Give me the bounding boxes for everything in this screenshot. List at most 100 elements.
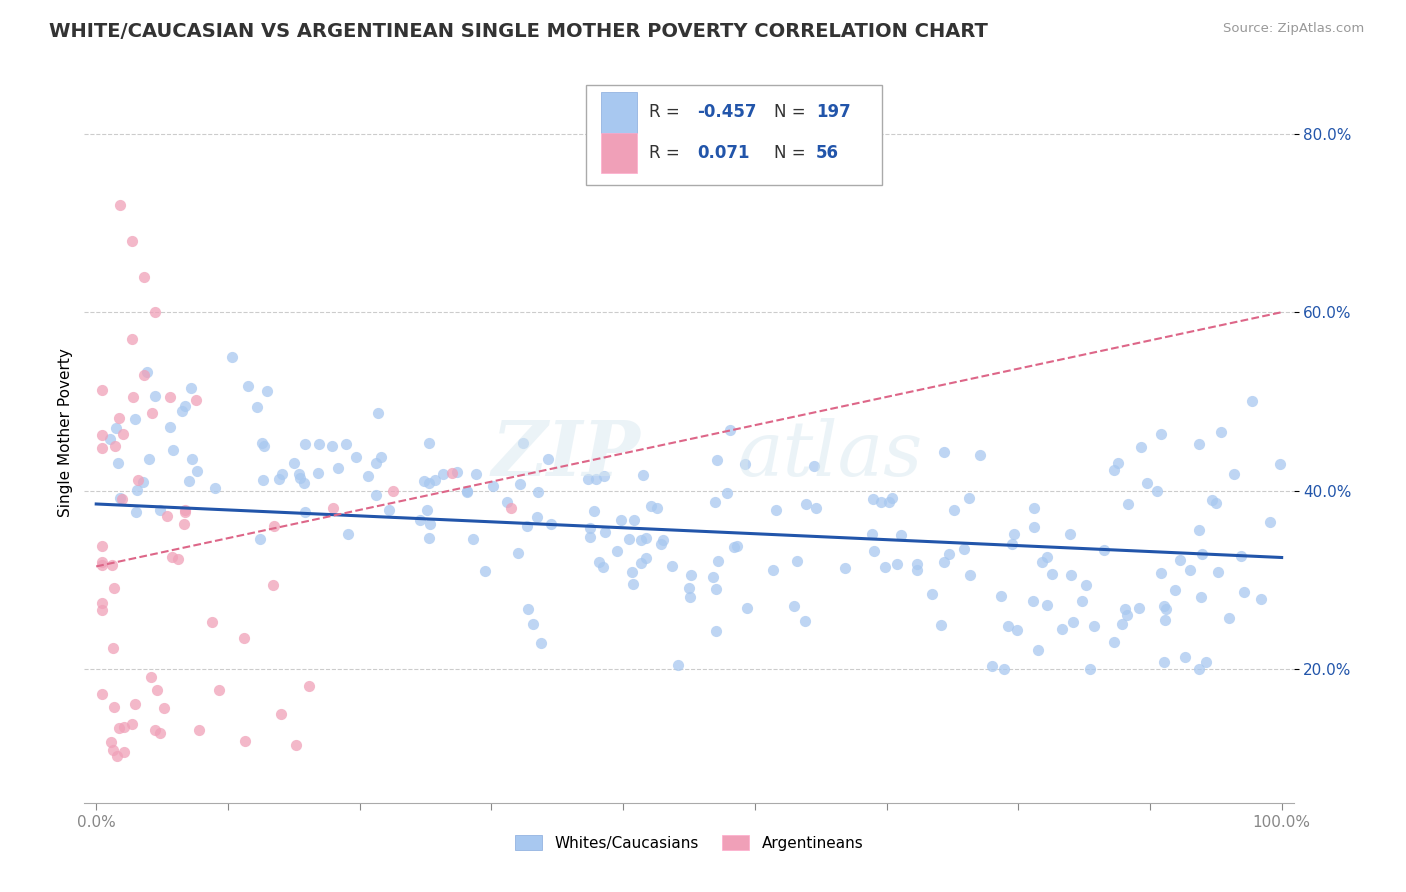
Point [679, 568, 702, 582]
Point [630, 557, 652, 571]
Point [91, 427, 114, 442]
Point [1201, 492, 1223, 507]
Point [290, 471, 312, 485]
Point [1111, 616, 1133, 631]
Point [121, 717, 143, 731]
Point [336, 526, 359, 541]
Point [725, 540, 748, 554]
Point [879, 494, 901, 508]
Point [110, 491, 132, 505]
Point [512, 436, 534, 450]
Point [221, 350, 243, 364]
Point [1230, 549, 1253, 563]
Point [1154, 602, 1177, 616]
Point [1022, 501, 1045, 516]
Point [159, 420, 181, 434]
Point [100, 735, 122, 749]
Point [1250, 591, 1272, 606]
Point [246, 401, 269, 415]
Point [1206, 565, 1229, 579]
Point [1078, 662, 1101, 676]
Point [162, 442, 184, 457]
Point [593, 469, 616, 483]
Point [1173, 649, 1195, 664]
Point [1026, 642, 1049, 657]
Point [156, 509, 179, 524]
Point [1153, 599, 1175, 614]
Point [112, 720, 135, 734]
Point [145, 305, 167, 319]
Text: N =: N = [773, 145, 810, 162]
Point [645, 500, 668, 515]
Point [482, 479, 505, 493]
Point [1150, 566, 1173, 580]
Point [174, 502, 197, 516]
Text: -0.457: -0.457 [697, 103, 756, 121]
Point [110, 492, 132, 507]
Point [1168, 552, 1191, 566]
Point [1115, 608, 1137, 623]
Text: 56: 56 [815, 145, 839, 162]
Point [377, 503, 399, 517]
Point [1040, 567, 1063, 582]
Point [114, 745, 136, 759]
Text: N =: N = [773, 103, 810, 121]
Point [132, 475, 155, 490]
Point [91, 558, 114, 573]
Point [1022, 520, 1045, 534]
Point [631, 468, 654, 483]
Point [1260, 516, 1282, 530]
Point [862, 492, 884, 507]
Point [1116, 497, 1139, 511]
Point [1128, 600, 1150, 615]
Text: R =: R = [650, 103, 685, 121]
Point [1268, 457, 1291, 471]
Point [735, 601, 758, 615]
Point [364, 488, 387, 502]
Point [1035, 598, 1057, 612]
Point [364, 456, 387, 470]
Point [270, 707, 292, 722]
Point [91, 441, 114, 455]
Point [208, 683, 231, 698]
Point [173, 400, 195, 414]
Point [409, 513, 432, 527]
Point [177, 475, 200, 489]
Point [540, 517, 562, 532]
Point [990, 590, 1012, 604]
Point [267, 472, 290, 486]
Point [184, 392, 207, 407]
Point [104, 439, 127, 453]
Point [367, 406, 389, 420]
Point [108, 198, 131, 212]
Point [1188, 662, 1211, 676]
Point [1059, 526, 1081, 541]
Point [91, 539, 114, 553]
Point [585, 472, 607, 486]
Point [412, 475, 434, 489]
Point [1070, 593, 1092, 607]
Point [101, 558, 124, 572]
Point [1188, 523, 1211, 537]
Point [148, 726, 170, 740]
Point [522, 616, 544, 631]
Point [101, 641, 124, 656]
Point [326, 460, 349, 475]
Point [152, 701, 174, 715]
Point [576, 472, 599, 486]
Point [1005, 623, 1028, 637]
Point [921, 587, 943, 601]
Point [173, 516, 195, 531]
Point [621, 565, 644, 579]
Point [993, 662, 1015, 676]
Text: R =: R = [650, 145, 685, 162]
Point [588, 555, 610, 569]
Point [125, 483, 148, 497]
Point [108, 411, 131, 425]
Point [530, 636, 553, 650]
Point [180, 381, 202, 395]
Point [651, 533, 673, 547]
Point [634, 531, 657, 545]
Point [997, 619, 1019, 633]
Point [496, 494, 519, 508]
